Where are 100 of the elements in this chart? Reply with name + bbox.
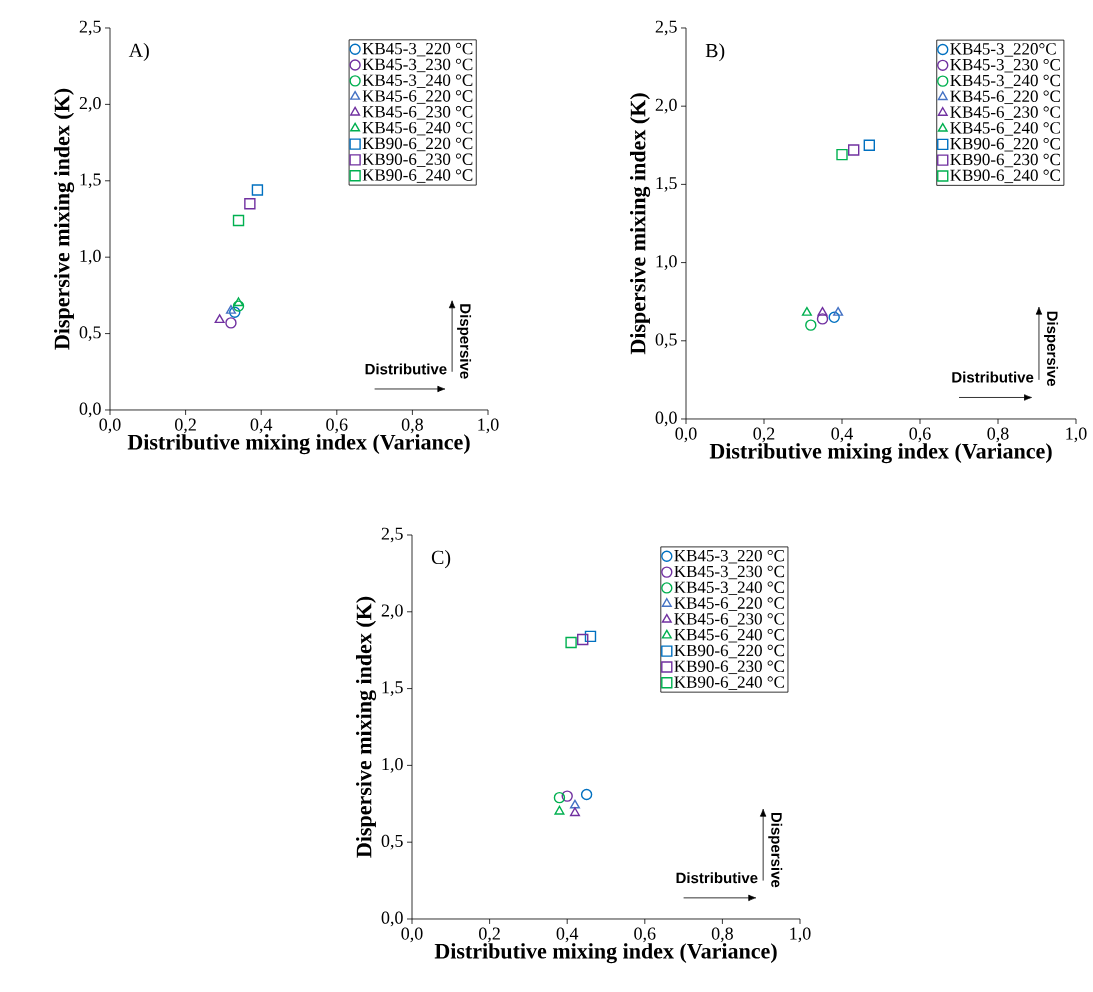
y-axis-title: Dispersive mixing index (K) [355, 596, 377, 858]
x-tick-label: 1,0 [790, 927, 811, 943]
y-tick-label: 2,5 [79, 20, 101, 36]
y-tick-label: 2,0 [79, 97, 101, 112]
annotation: A) [128, 42, 149, 62]
point [836, 148, 848, 161]
x-tick-label: 0,0 [99, 418, 121, 434]
y-tick-label: 0,5 [655, 333, 677, 349]
x-tick-label: 0,4 [556, 927, 579, 943]
legend-label: KB90-6_240 °C [362, 169, 473, 183]
legend-label: KB45-6_230 °C [674, 613, 785, 627]
x-tick-label: 0,0 [401, 927, 423, 943]
legend-label: KB90-6_240 °C [950, 169, 1060, 184]
legend-label: KB90-6_240 °C [674, 676, 785, 690]
legend-label: KB45-6_240 °C [674, 628, 785, 643]
point [863, 139, 875, 151]
y-tick-label: 1,5 [382, 681, 403, 696]
point [848, 144, 860, 156]
x-axis-title: Distributive mixing index (Variance) [709, 443, 1052, 464]
annotation: Dispersive [457, 304, 472, 379]
point [580, 788, 593, 801]
y-tick-label: 0,5 [79, 326, 101, 341]
x-tick-label: 1,0 [1066, 427, 1087, 443]
legend-label: KB45-3_230 °C [362, 58, 473, 73]
point [214, 314, 225, 324]
legend-label: KB45-3_220 °C [674, 549, 785, 564]
point [801, 306, 812, 316]
x-tick-label: 0,6 [634, 927, 656, 943]
legend-label: KB45-3_230 °C [950, 58, 1060, 73]
x-tick-label: 0,4 [250, 418, 273, 434]
point [561, 790, 573, 802]
point [817, 306, 828, 316]
x-tick-label: 0,8 [401, 418, 423, 434]
point [569, 807, 580, 817]
annotation: B) [705, 43, 725, 62]
y-tick-label: 1,5 [80, 173, 101, 189]
annotation: Distributive [952, 371, 1034, 383]
x-tick-label: 0,8 [987, 427, 1009, 443]
y-tick-label: 2,5 [655, 20, 677, 36]
y-tick-label: 1,0 [656, 255, 677, 270]
point [569, 799, 580, 809]
point [565, 636, 577, 649]
x-tick-label: 0,2 [479, 927, 500, 943]
legend-label: KB45-6_240 °C [362, 121, 473, 136]
annotation: Distributive [365, 363, 447, 375]
point [554, 805, 565, 815]
legend-label: KB45-6_220 °C [362, 90, 473, 104]
legend-label: KB90-6_220 °C [950, 137, 1060, 152]
point [584, 630, 597, 643]
point [805, 319, 817, 331]
legend-label: KB90-6_230 °C [674, 660, 785, 675]
x-tick-label: 0,2 [175, 418, 196, 434]
y-tick-label: 0,0 [79, 402, 101, 418]
y-tick-label: 2,5 [381, 527, 403, 543]
legend-label: KB45-6_240 °C [950, 122, 1060, 136]
point [577, 633, 589, 646]
annotation: Distributive [676, 872, 758, 884]
point [225, 304, 236, 314]
x-tick-label: 0,0 [675, 427, 697, 443]
point [233, 297, 244, 307]
x-tick-label: 1,0 [478, 418, 499, 434]
y-tick-label: 1,5 [656, 177, 677, 192]
point [225, 317, 237, 329]
y-tick-label: 0,0 [381, 911, 403, 927]
y-axis-title: Dispersive mixing index (K) [629, 93, 651, 355]
x-tick-label: 0,6 [326, 418, 348, 434]
legend-label: KB45-3_220 °C [362, 42, 473, 57]
legend-label: KB90-6_220 °C [674, 644, 785, 659]
y-axis-title: Dispersive mixing index (K) [53, 88, 75, 350]
point [232, 300, 245, 312]
point [244, 198, 256, 210]
legend-label: KB45-3_240 °C [674, 581, 785, 596]
legend-label: KB45-3_220°C [950, 43, 1056, 57]
legend-label: KB90-6_220 °C [362, 137, 473, 152]
point [828, 311, 840, 324]
legend-label: KB45-3_240 °C [950, 74, 1060, 89]
point [251, 184, 264, 196]
y-tick-label: 0,5 [381, 834, 403, 850]
y-tick-label: 2,0 [655, 98, 677, 114]
y-tick-label: 1,0 [382, 758, 403, 773]
legend-label: KB45-3_240 °C [362, 74, 473, 88]
point [816, 313, 829, 325]
y-tick-label: 1,0 [80, 249, 101, 265]
point [553, 791, 566, 804]
legend-label: KB90-6_230 °C [950, 153, 1060, 168]
annotation: Dispersive [768, 812, 783, 888]
legend-label: KB45-6_220 °C [950, 90, 1060, 105]
legend-label: KB45-6_220 °C [674, 597, 785, 611]
legend-label: KB45-6_230 °C [950, 106, 1060, 120]
annotation: Dispersive [1044, 311, 1059, 387]
x-axis-title: Distributive mixing index (Variance) [434, 943, 777, 964]
y-tick-label: 2,0 [381, 604, 403, 620]
legend-label: KB45-6_230 °C [362, 106, 473, 120]
point [232, 214, 245, 227]
legend-label: KB90-6_230 °C [362, 153, 473, 167]
x-tick-label: 0,2 [753, 427, 775, 443]
point [229, 306, 241, 318]
point [833, 306, 844, 316]
x-axis-title: Distributive mixing index (Variance) [127, 434, 470, 455]
x-tick-label: 0,8 [711, 927, 733, 943]
